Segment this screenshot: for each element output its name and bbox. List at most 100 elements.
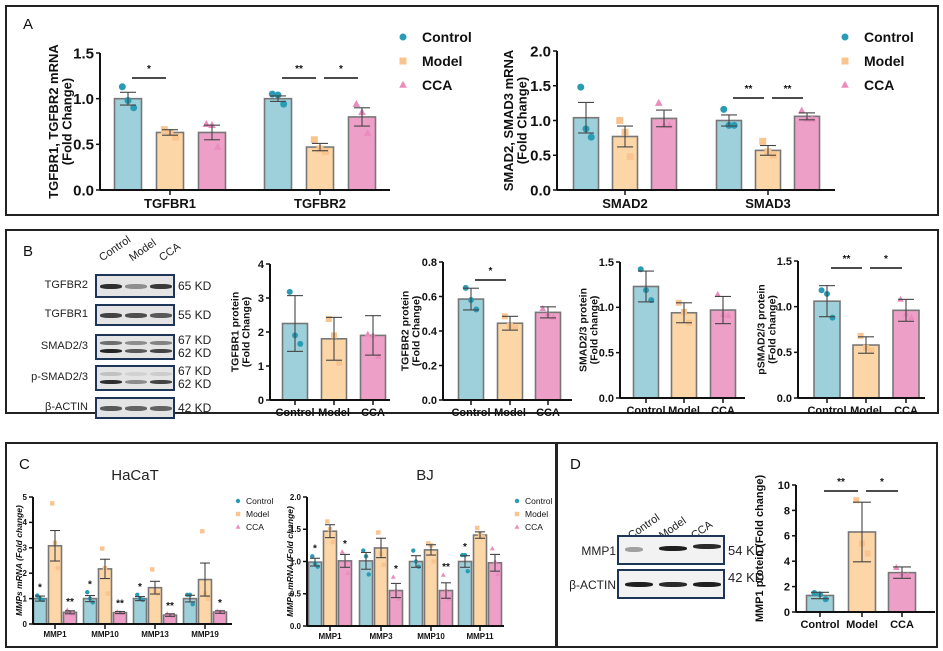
data-point [339,549,345,554]
y-tick-label: 1.0 [290,557,302,566]
y-axis-label-line: pSMAD2/3 protein [755,284,767,374]
bar [305,146,335,191]
kd-label: 54 KD [728,543,765,558]
bar [32,597,48,625]
x-tick-label: Model [318,407,350,419]
protein-band [625,547,643,552]
data-point [345,570,351,575]
kd-label: 42 KD [178,400,212,415]
legend-label: Model [246,509,269,519]
data-point [495,571,501,577]
legend-label: CCA [246,522,264,532]
protein-band [100,341,122,345]
bar [487,561,503,627]
data-point [202,120,211,128]
panel-label-c: C [19,456,30,473]
protein-band [100,313,122,318]
y-tick-label: 1 [23,594,28,603]
x-tick-label: Model [846,619,878,631]
data-point [811,589,818,596]
bar [670,311,698,399]
x-tick-label: SMAD2 [602,196,648,211]
x-tick-label: CCA [536,407,560,419]
y-axis-label-line: (Fold change) [766,295,778,364]
bar [263,97,293,191]
data-point [315,564,320,569]
y-axis-label: TGFBR1 protein(Fold Change) [229,292,252,373]
data-point [85,590,90,595]
bar [632,285,660,399]
y-tick-label: 0.0 [290,622,302,631]
molecular-weight: 55 KD [178,307,212,322]
y-tick-label: 1.0 [530,113,551,130]
data-point [465,568,470,574]
data-point [908,314,915,321]
data-point [818,287,825,294]
y-axis-label-line: SMAD2/3 protein [577,288,589,372]
chart-legend: Control Model CCA [514,496,553,532]
legend-label: Control [422,29,472,45]
y-axis-label-line: (Fold change) [588,296,600,365]
blot-label: p-SMAD2/3 [31,371,88,383]
legend-marker [399,57,407,65]
blot-strip [95,304,175,326]
y-tick-label: 0.4 [422,326,438,338]
data-point [426,541,431,546]
x-tick-label: MMP3 [369,632,393,641]
y-tick-label: 0 [784,607,790,619]
molecular-weight: 42 KD [178,400,212,415]
data-point [363,129,372,137]
molecular-weight: 67 KD 62 KD [178,334,211,360]
blot-label: MMP1 [581,544,616,558]
data-point [90,600,95,605]
chart-title: HaCaT [111,467,159,484]
legend-marker [841,33,849,41]
legend-marker [514,498,520,504]
blot-strip [95,334,175,360]
significance-label: * [489,266,493,277]
data-point [730,121,738,129]
y-tick-label: 1 [258,361,264,373]
data-point [322,148,330,156]
x-tick-label: CCA [894,405,918,417]
data-point [330,539,335,545]
y-tick-label: 1.5 [290,525,302,534]
kd-label: 55 KD [178,307,212,322]
chart-b4: 0.0 0.5 1.0 1.5 Control Model CCA pSMAD2/3 prot… [755,254,925,417]
significance-label: * [880,477,884,488]
y-axis-label-line: (Fold Change) [240,297,252,368]
protein-band [100,406,122,411]
data-point [376,530,381,535]
x-tick-label: Model [850,405,882,417]
y-axis-label: MMP1 protein (Fold change) [754,475,766,623]
y-tick-label: 0 [258,395,264,407]
y-axis-label: pSMAD2/3 protein(Fold change) [755,284,778,374]
data-point [431,559,436,564]
data-point [411,548,416,553]
blot-label: SMAD2/3 [40,340,88,352]
protein-band [693,582,721,587]
significance-label: * [138,582,142,593]
chart-b2: 0.0 0.2 0.4 0.6 0.8 Control Model CCA TGFBR2 pro… [399,257,572,419]
y-tick-label: 0.0 [530,182,551,199]
bar [852,344,880,399]
data-point [374,352,382,359]
legend-label: CCA [864,77,894,93]
y-tick-label: 0.5 [290,590,302,599]
y-tick-label: 0.5 [73,137,94,154]
x-tick-label: MMP1 [43,630,67,639]
blot-strip [617,569,725,599]
bar [373,547,389,627]
y-tick-label: 0.6 [422,291,437,303]
blot-strip [617,535,725,565]
x-tick-label: Control [800,619,839,631]
y-tick-label: 4 [258,259,265,271]
y-tick-label: 5 [23,493,28,502]
data-point [868,347,875,354]
data-point [205,596,210,601]
significance-label: ** [166,601,174,612]
y-axis-label: TGFBR2 protein(Fold Change) [399,291,422,372]
y-tick-label: 10 [778,480,790,492]
protein-band [125,406,147,411]
significance-label: * [313,543,317,554]
